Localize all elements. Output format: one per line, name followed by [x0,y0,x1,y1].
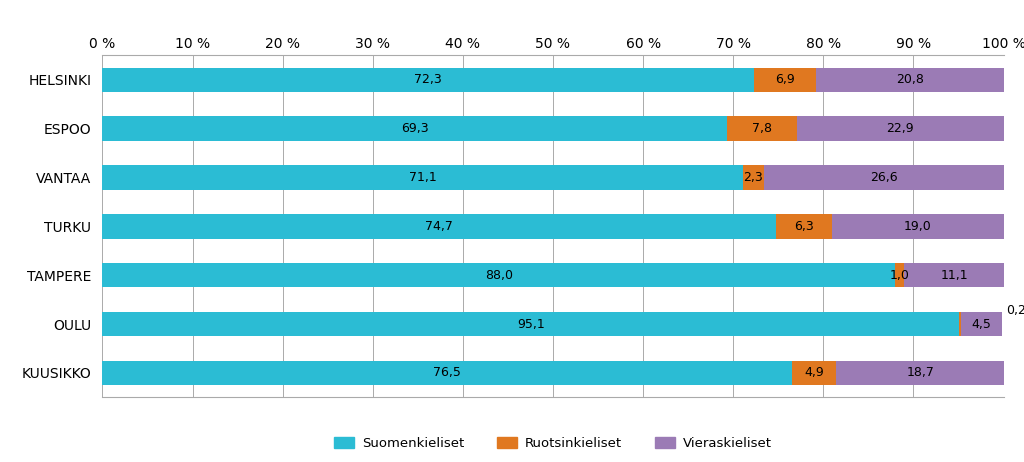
Bar [102,165,743,190]
Bar [792,361,836,385]
Bar [816,67,1004,92]
Text: 71,1: 71,1 [409,171,436,184]
Bar [102,361,792,385]
Bar [962,312,1001,336]
Text: 2,3: 2,3 [743,171,763,184]
Text: 18,7: 18,7 [906,366,934,379]
Text: 26,6: 26,6 [869,171,897,184]
Bar [836,361,1005,385]
Text: 69,3: 69,3 [400,122,428,135]
Text: 1,0: 1,0 [890,269,910,282]
Text: 76,5: 76,5 [433,366,461,379]
Bar [764,165,1004,190]
Text: 7,8: 7,8 [752,122,772,135]
Bar [833,214,1004,238]
Bar [102,67,754,92]
Bar [102,263,895,287]
Bar [102,214,775,238]
Legend: Suomenkieliset, Ruotsinkieliset, Vieraskieliset: Suomenkieliset, Ruotsinkieliset, Vierask… [329,431,777,455]
Bar [754,67,816,92]
Text: 0,2: 0,2 [1007,304,1024,317]
Text: 88,0: 88,0 [485,269,513,282]
Bar [727,116,797,141]
Bar [959,312,962,336]
Bar [775,214,833,238]
Text: 6,9: 6,9 [775,73,795,86]
Bar [102,116,727,141]
Text: 4,5: 4,5 [972,317,991,330]
Text: 95,1: 95,1 [517,317,545,330]
Text: 11,1: 11,1 [941,269,969,282]
Text: 19,0: 19,0 [904,220,932,233]
Bar [743,165,764,190]
Bar [904,263,1005,287]
Text: 74,7: 74,7 [425,220,453,233]
Text: 22,9: 22,9 [887,122,914,135]
Bar [895,263,904,287]
Bar [797,116,1004,141]
Bar [102,312,959,336]
Text: 72,3: 72,3 [415,73,442,86]
Text: 4,9: 4,9 [804,366,823,379]
Text: 6,3: 6,3 [794,220,814,233]
Text: 20,8: 20,8 [896,73,924,86]
